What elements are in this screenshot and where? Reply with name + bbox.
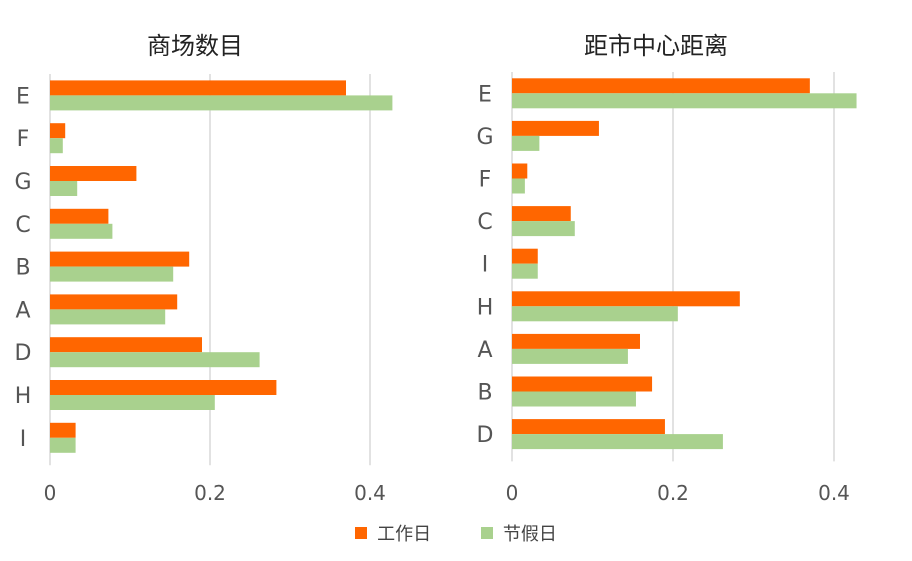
category-label: D <box>477 423 494 448</box>
bar-holiday-D <box>50 352 260 368</box>
legend-item-holiday: 节假日 <box>480 520 557 546</box>
bar-workday-C <box>50 208 109 224</box>
category-label: E <box>16 84 30 109</box>
bar-workday-H <box>512 291 740 307</box>
category-label: G <box>476 125 493 150</box>
bar-workday-G <box>50 166 137 181</box>
bar-holiday-G <box>50 181 78 196</box>
bar-holiday-H <box>512 306 678 322</box>
bar-holiday-D <box>512 434 723 450</box>
bar-workday-G <box>512 120 599 136</box>
bar-holiday-E <box>50 95 393 111</box>
category-label: F <box>17 127 30 152</box>
category-label: B <box>15 256 30 281</box>
category-label: C <box>15 213 30 238</box>
category-label: F <box>479 168 492 193</box>
bar-holiday-A <box>50 309 166 325</box>
category-label: A <box>477 338 492 363</box>
bar-holiday-H <box>50 395 215 410</box>
category-label: A <box>15 298 30 323</box>
x-tick-label: 0 <box>44 481 57 505</box>
bar-holiday-F <box>50 138 63 154</box>
bar-workday-B <box>512 376 653 392</box>
bar-workday-D <box>512 419 665 435</box>
bar-holiday-C <box>50 223 113 239</box>
bar-workday-I <box>50 422 76 438</box>
bar-holiday-I <box>512 263 538 279</box>
category-label: D <box>15 341 32 366</box>
x-tick-label: 0.2 <box>194 481 226 505</box>
bar-holiday-E <box>512 93 857 109</box>
bar-workday-A <box>512 333 640 349</box>
bar-workday-A <box>50 294 178 310</box>
category-label: I <box>482 253 489 278</box>
category-label: E <box>478 82 492 107</box>
bar-workday-I <box>512 248 538 264</box>
legend-item-workday: 工作日 <box>355 520 431 546</box>
category-label: G <box>14 170 31 195</box>
x-tick-label: 0 <box>506 481 519 505</box>
bar-workday-E <box>512 78 810 94</box>
bar-holiday-C <box>512 221 575 237</box>
bar-holiday-G <box>512 135 540 151</box>
legend: 工作日 节假日 <box>0 520 912 546</box>
chart-title: 距市中心距离 <box>584 32 728 60</box>
bar-holiday-B <box>512 391 636 407</box>
x-tick-label: 0.2 <box>657 481 689 505</box>
bar-holiday-B <box>50 266 174 282</box>
legend-swatch-workday <box>355 527 368 539</box>
bar-workday-H <box>50 380 277 395</box>
bar-workday-E <box>50 80 346 96</box>
category-label: B <box>477 381 492 406</box>
legend-label-holiday: 节假日 <box>502 524 557 545</box>
x-tick-label: 0.4 <box>818 481 850 505</box>
category-label: H <box>15 384 32 409</box>
category-label: I <box>20 427 27 452</box>
category-label: C <box>477 210 492 235</box>
legend-label-workday: 工作日 <box>377 524 432 545</box>
chart-title: 商场数目 <box>147 32 243 60</box>
category-label: H <box>477 295 494 320</box>
bar-workday-C <box>512 206 571 222</box>
bar-holiday-I <box>50 437 76 453</box>
bar-holiday-A <box>512 348 628 364</box>
bar-workday-D <box>50 337 202 353</box>
bar-holiday-F <box>512 178 525 194</box>
bar-workday-B <box>50 251 190 267</box>
bar-workday-F <box>50 123 66 139</box>
legend-swatch-holiday <box>480 527 493 539</box>
x-tick-label: 0.4 <box>354 481 386 505</box>
bar-workday-F <box>512 163 528 179</box>
